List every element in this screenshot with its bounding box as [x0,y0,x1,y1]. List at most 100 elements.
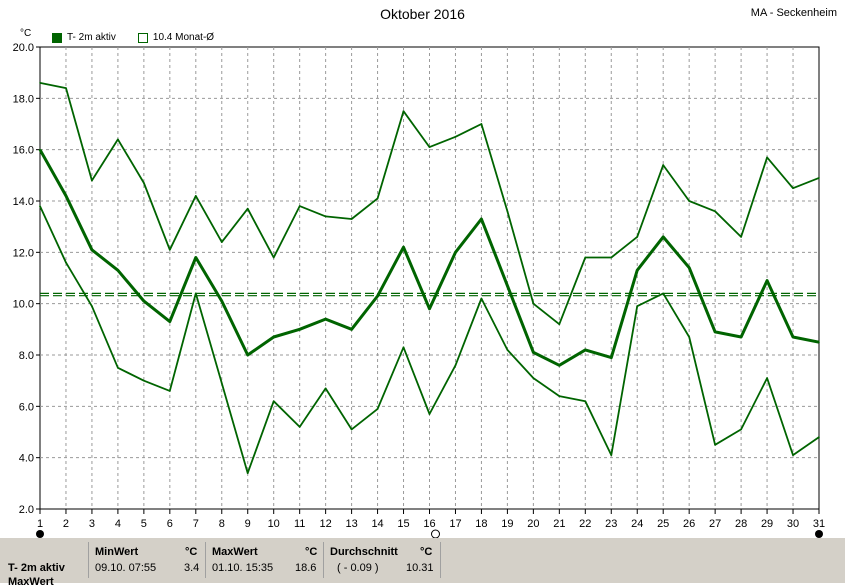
data-point-max [117,138,119,141]
data-point-mean [428,308,431,310]
data-point-mean [195,256,197,259]
avg-value: 10.31 [406,562,434,574]
data-point-min [272,400,275,403]
legend-mean-label: 10.4 Monat-Ø [152,32,215,43]
data-point-max [272,256,275,259]
full-moon-icon [431,529,440,538]
mean-swatch-icon [137,32,148,43]
data-point-mean [740,336,742,338]
data-point-max [195,195,197,197]
data-point-max [65,87,67,89]
data-point-min [610,454,613,456]
x-tick-label: 29 [761,518,773,530]
data-point-min [428,413,431,415]
data-point-max [428,146,431,148]
data-point-min [558,395,561,397]
x-tick-label: 23 [605,518,617,530]
data-point-mean [688,266,690,269]
stats-divider [323,542,324,578]
data-point-max [324,215,327,218]
data-point-max [143,182,145,184]
y-axis-unit: °C [20,28,32,39]
stats-divider [440,542,441,578]
x-tick-label: 7 [193,518,199,530]
y-tick-label: 16.0 [13,145,34,157]
data-point-mean [610,356,613,359]
data-point-mean [324,318,327,320]
data-point-min [688,336,690,338]
legend-item-mean[interactable]: 10.4 Monat-Ø [137,32,215,43]
data-point-max [376,197,379,200]
max-header: MaxWert [212,546,258,558]
stats-panel: T- 2m aktiv MaxWert MinWert °C 09.10. 07… [0,538,845,588]
y-tick-label: 4.0 [19,453,34,465]
data-point-min [220,382,223,385]
data-point-min [39,205,41,207]
data-point-max [298,205,301,207]
max-time: 01.10. 15:35 [212,562,274,574]
x-tick-label: 13 [345,518,357,530]
data-point-mean [792,336,794,338]
data-point-min [714,444,716,446]
data-point-mean [480,218,483,220]
data-point-min [324,387,327,390]
data-point-min [818,436,820,438]
data-point-max [766,156,768,159]
data-point-mean [662,236,664,238]
data-point-max [402,110,405,112]
data-point-mean [714,331,716,333]
data-point-min [195,292,197,295]
y-tick-label: 18.0 [13,93,34,105]
data-point-max [246,207,249,210]
y-tick-label: 8.0 [19,350,34,362]
data-point-min [584,400,587,403]
data-point-min [766,377,768,379]
data-point-min [402,346,405,349]
min-header: MinWert [95,546,139,558]
data-point-mean [169,320,171,323]
data-point-mean [532,351,535,354]
data-point-max [610,256,613,259]
new-moon-icon [815,530,823,538]
data-point-max [169,248,171,251]
data-point-min [532,377,535,379]
data-point-max [506,210,509,213]
data-point-max [662,164,664,166]
data-point-mean [818,341,820,343]
data-point-max [350,218,353,220]
avg-unit: °C [420,546,433,558]
data-point-max [688,200,690,202]
data-point-mean [220,300,223,302]
data-point-max [584,256,587,259]
data-point-max [740,236,742,238]
data-point-min [246,472,249,474]
data-point-mean [65,195,67,197]
data-point-min [480,297,483,300]
legend-series-label: T- 2m aktiv [67,32,116,43]
x-tick-label: 31 [813,518,825,530]
legend-item-series[interactable]: T- 2m aktiv [52,32,116,43]
x-tick-label: 16 [423,518,435,530]
data-point-mean [402,246,405,248]
y-tick-label: 6.0 [19,401,34,413]
x-tick-label: 28 [735,518,747,530]
series-swatch-icon [52,32,62,43]
data-point-mean [636,269,639,272]
x-tick-label: 5 [141,518,147,530]
data-point-min [65,261,67,264]
stats-series-label: T- 2m aktiv [8,562,65,574]
min-time: 09.10. 07:55 [95,562,157,574]
stats-divider [88,542,89,578]
data-point-min [792,454,794,456]
stats-divider [205,542,206,578]
x-tick-label: 3 [89,518,95,530]
avg-header: Durchschnitt [330,546,398,558]
x-tick-label: 4 [115,518,121,530]
data-point-max [636,236,639,238]
x-tick-label: 21 [553,518,565,530]
data-point-mean [350,328,353,331]
data-point-max [714,210,716,213]
stats-row2-label: MaxWert [8,576,54,588]
x-tick-label: 30 [787,518,799,530]
max-unit: °C [305,546,318,558]
